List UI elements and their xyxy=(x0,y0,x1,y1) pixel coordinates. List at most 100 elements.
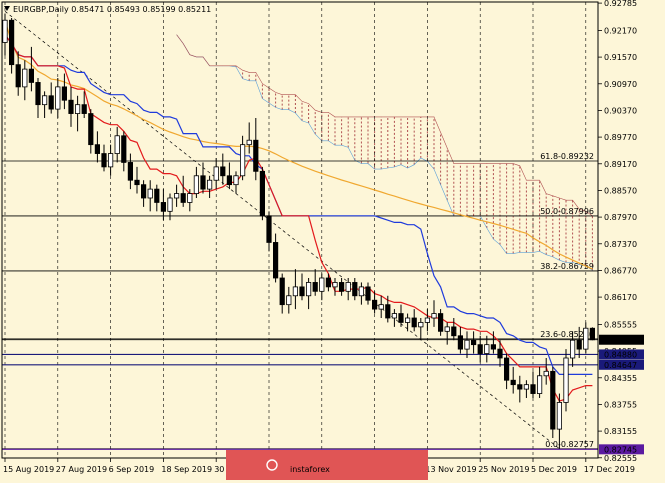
candle xyxy=(226,162,232,190)
fib-level-label: 50.0-0.87996 xyxy=(540,207,594,216)
candle-body xyxy=(200,175,206,190)
fib-level-label: 23.6-0.85230 xyxy=(540,330,594,339)
candle xyxy=(398,304,404,327)
candle xyxy=(378,295,384,318)
candle-body xyxy=(226,175,232,186)
candle xyxy=(253,118,259,181)
moving-average-line xyxy=(4,20,593,270)
candle-body xyxy=(589,327,596,341)
candle-body xyxy=(503,357,510,381)
fib-level-label: 0.0-0.82757 xyxy=(545,440,594,449)
candle-body xyxy=(121,135,127,163)
candle-body xyxy=(48,95,54,110)
candle xyxy=(8,18,15,74)
candle-body xyxy=(404,317,411,323)
date-tick-label: 25 Nov 2019 xyxy=(478,465,529,474)
candle-body xyxy=(510,379,516,386)
price-tick-label: 0.91570 xyxy=(604,53,637,62)
candle-body xyxy=(563,357,569,403)
candle xyxy=(358,282,365,305)
candle xyxy=(589,327,596,341)
candle-body xyxy=(187,193,193,203)
candle-body xyxy=(2,19,8,43)
candle xyxy=(570,331,576,367)
symbol-triangle-icon xyxy=(4,6,10,11)
candle-body xyxy=(550,370,556,430)
candle-body xyxy=(206,179,213,190)
candle xyxy=(121,131,127,172)
candle xyxy=(266,211,272,252)
candle-body xyxy=(246,139,252,146)
candle xyxy=(55,78,61,118)
candle-body xyxy=(365,286,371,301)
fib-level-label: 61.8-0.89232 xyxy=(540,152,594,161)
level-tag-084880-box xyxy=(599,349,644,360)
date-tick-label: 5 Dec 2019 xyxy=(531,465,577,474)
candle-body xyxy=(55,86,61,110)
candle xyxy=(550,366,556,438)
candle-body xyxy=(371,299,378,310)
candle-body xyxy=(398,313,404,323)
level-tag-082745-box xyxy=(599,444,644,455)
candle-body xyxy=(583,327,589,350)
candle xyxy=(286,286,292,314)
candle xyxy=(22,60,28,101)
candle xyxy=(385,295,391,323)
price-tick-label: 0.92785 xyxy=(604,0,637,8)
candle xyxy=(424,309,431,332)
candle-body xyxy=(272,242,279,279)
senkou-span-b xyxy=(176,34,593,217)
price-tick-label: 0.89170 xyxy=(604,160,637,169)
candle-body xyxy=(451,326,457,337)
candle-body xyxy=(305,282,312,297)
candle-body xyxy=(28,68,35,83)
candle xyxy=(490,331,497,354)
candle-body xyxy=(253,139,259,172)
candle xyxy=(352,278,358,301)
candle xyxy=(28,46,35,92)
candle xyxy=(477,335,483,363)
candle-body xyxy=(338,282,345,292)
candle xyxy=(444,322,450,345)
candle xyxy=(160,189,166,221)
candle xyxy=(279,273,285,314)
candle xyxy=(371,291,378,314)
candle xyxy=(48,82,54,114)
candle-body xyxy=(15,64,21,88)
candle-body xyxy=(464,339,470,350)
candle xyxy=(530,371,536,398)
candle-body xyxy=(576,339,582,350)
candle xyxy=(583,322,589,354)
candle-body xyxy=(325,277,332,288)
candle-body xyxy=(160,202,166,212)
level-tag-084647: 0.84647 xyxy=(604,361,637,370)
chart-title: EURGBP,Daily 0.85471 0.85493 0.85199 0.8… xyxy=(13,5,211,14)
candle xyxy=(42,91,48,118)
candle xyxy=(167,193,173,221)
candle xyxy=(94,131,100,163)
candle xyxy=(437,309,444,336)
candle xyxy=(173,184,180,207)
date-tick-label: 27 Aug 2019 xyxy=(56,465,107,474)
candle xyxy=(497,340,503,367)
candle xyxy=(75,95,81,132)
level-tag-084880: 0.84880 xyxy=(604,350,637,359)
candle xyxy=(61,73,68,110)
candle xyxy=(503,353,510,390)
trend-line xyxy=(4,11,560,449)
candle xyxy=(200,162,206,194)
candle-body xyxy=(114,135,120,154)
candle xyxy=(563,349,569,412)
candle xyxy=(484,335,490,363)
candle xyxy=(451,318,457,341)
date-tick-label: 18 Sep 2019 xyxy=(161,465,212,474)
candle xyxy=(220,153,226,185)
date-tick-label: 13 Nov 2019 xyxy=(425,465,476,474)
price-tick-label: 0.87970 xyxy=(604,213,637,222)
senkou-span-a xyxy=(176,34,593,271)
candle-body xyxy=(180,193,186,203)
candle xyxy=(2,13,8,56)
candle-body xyxy=(484,344,490,354)
candle-body xyxy=(286,295,292,306)
